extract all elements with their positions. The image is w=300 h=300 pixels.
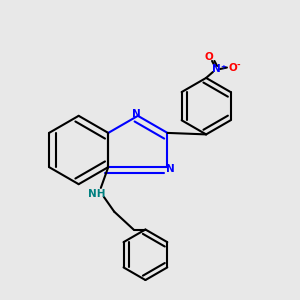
Text: O: O: [229, 62, 237, 73]
Text: +: +: [220, 64, 226, 70]
Text: N: N: [212, 64, 221, 74]
Text: NH: NH: [88, 189, 105, 199]
Text: N: N: [132, 109, 141, 119]
Text: N: N: [166, 164, 175, 174]
Text: O: O: [205, 52, 214, 61]
Text: -: -: [236, 61, 240, 70]
